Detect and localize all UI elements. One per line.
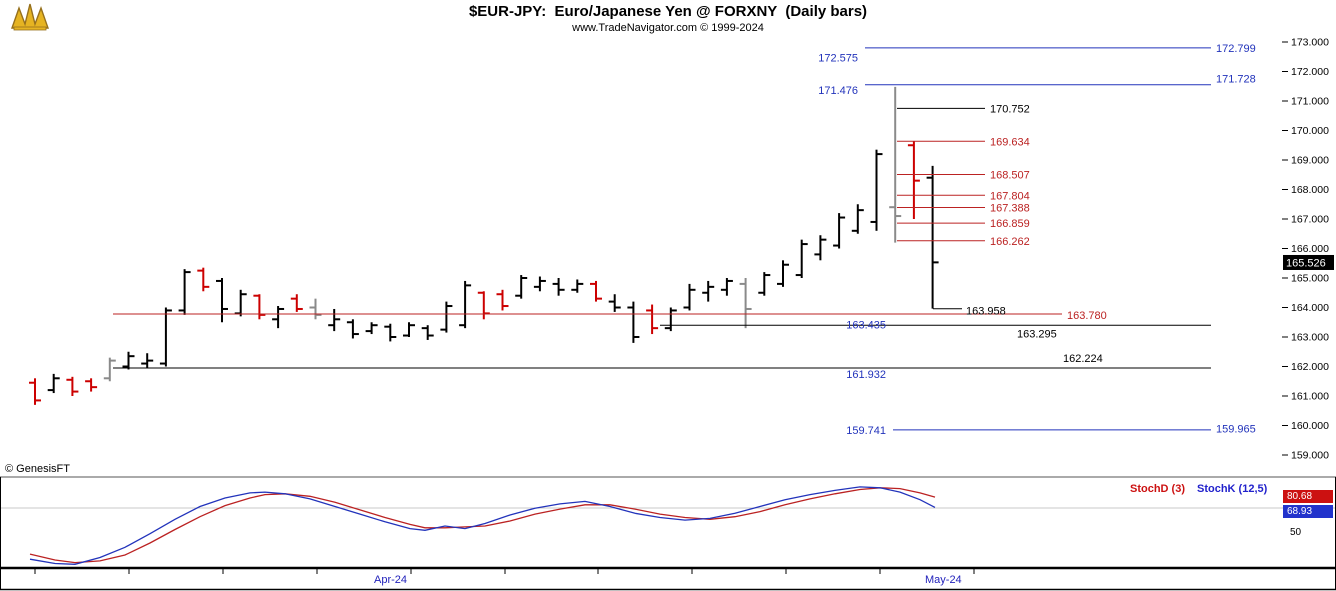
stochk-line — [29, 486, 936, 565]
price-axis-tick-label: 168.000 — [1291, 184, 1329, 196]
price-axis-tick-label: 164.000 — [1291, 302, 1329, 314]
level-label: 161.932 — [846, 369, 886, 381]
level-label: 170.752 — [990, 103, 1030, 115]
stoch-scale-label: 50 — [1290, 527, 1302, 538]
level-label: 163.435 — [846, 320, 886, 332]
level-label: 168.507 — [990, 170, 1030, 182]
price-axis-tick-label: 169.000 — [1291, 155, 1329, 167]
price-axis-tick-label: 172.000 — [1291, 66, 1329, 78]
price-axis-tick-label: 170.000 — [1291, 125, 1329, 137]
stochd-value-badge: 80.68 — [1283, 490, 1333, 503]
price-axis-tick-label: 162.000 — [1291, 361, 1329, 373]
price-axis-tick-label: 173.000 — [1291, 37, 1329, 49]
price-axis-tick-label: 160.000 — [1291, 420, 1329, 432]
level-label: 167.804 — [990, 190, 1030, 202]
level-label: 159.965 — [1216, 423, 1256, 435]
price-axis-tick-label: 165.000 — [1291, 273, 1329, 285]
level-label: 171.476 — [818, 85, 858, 97]
level-label: 162.224 — [1063, 353, 1103, 365]
level-label: 169.634 — [990, 136, 1030, 148]
price-axis-tick-label: 166.000 — [1291, 243, 1329, 255]
date-label-may: May-24 — [925, 574, 962, 586]
genesisft-logo-graphic — [11, 3, 49, 31]
stochd-legend-label[interactable]: StochD (3) — [1130, 483, 1185, 495]
level-label: 159.741 — [846, 425, 886, 437]
price-axis-tick-label: 159.000 — [1291, 450, 1329, 462]
chart-subtitle: www.TradeNavigator.com © 1999-2024 — [572, 22, 764, 34]
chart-title: $EUR-JPY: Euro/Japanese Yen @ FORXNY (Da… — [468, 3, 868, 20]
level-label: 172.575 — [818, 52, 858, 64]
genesisft-logo — [8, 2, 52, 34]
price-axis-tick-label: 161.000 — [1291, 391, 1329, 403]
level-label: 166.859 — [990, 218, 1030, 230]
genesisft-watermark: © GenesisFT — [5, 463, 70, 475]
level-label: 163.295 — [1017, 328, 1057, 340]
level-label: 167.388 — [990, 203, 1030, 215]
level-label: 163.780 — [1067, 310, 1107, 322]
level-label: 171.728 — [1216, 74, 1256, 86]
level-label: 163.958 — [966, 305, 1006, 317]
price-axis-tick-label: 167.000 — [1291, 214, 1329, 226]
date-label-apr: Apr-24 — [374, 574, 408, 586]
last-price-text: 165.526 — [1286, 257, 1326, 269]
last-price-badge — [1283, 254, 1334, 270]
price-axis-tick-label: 171.000 — [1291, 96, 1329, 108]
level-label: 166.262 — [990, 236, 1030, 248]
level-label: 172.799 — [1216, 43, 1256, 55]
stochk-legend-label[interactable]: StochK (12,5) — [1197, 483, 1268, 495]
stochk-value-badge: 68.93 — [1283, 505, 1333, 518]
price-axis-tick-label: 163.000 — [1291, 332, 1329, 344]
